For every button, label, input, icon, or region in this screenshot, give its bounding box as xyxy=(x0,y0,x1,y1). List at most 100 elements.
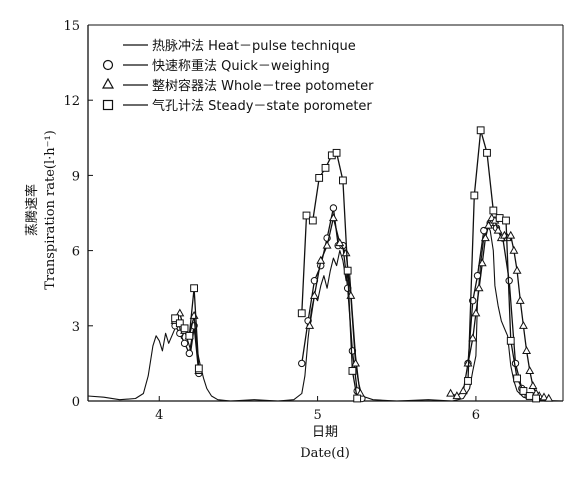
series-circle xyxy=(171,204,532,403)
triangle-marker xyxy=(509,245,519,254)
legend-label-whole-tree: 整树容器法 Whole－tree potometer xyxy=(152,78,374,94)
y-tick-label: 6 xyxy=(72,245,80,260)
triangle-marker xyxy=(322,240,332,249)
series-line xyxy=(87,224,564,402)
legend-item-porometer: 气孔计法 Steady－state porometer xyxy=(102,98,372,114)
legend-label-porometer: 气孔计法 Steady－state porometer xyxy=(152,98,372,114)
square-marker xyxy=(353,394,362,403)
triangle-marker xyxy=(316,255,326,264)
legend-item-whole-tree: 整树容器法 Whole－tree potometer xyxy=(101,77,374,94)
square-marker xyxy=(315,174,324,182)
square-marker xyxy=(519,387,528,395)
legend-square-marker xyxy=(102,99,114,111)
triangle-marker xyxy=(446,388,456,397)
legend-triangle-marker xyxy=(101,77,115,89)
triangle-marker xyxy=(471,308,481,317)
y-tick-label: 12 xyxy=(63,94,80,109)
triangle-marker xyxy=(335,238,345,247)
square-marker xyxy=(185,331,194,340)
square-marker xyxy=(489,206,498,215)
triangle-marker xyxy=(484,220,494,229)
legend-circle-marker xyxy=(102,59,114,71)
triangle-marker xyxy=(477,258,487,267)
chart-marks xyxy=(87,126,564,403)
series-heat-pulse xyxy=(87,224,564,402)
square-marker xyxy=(180,324,189,333)
x-tick-label: 6 xyxy=(472,408,480,423)
series-line xyxy=(467,129,537,400)
triangle-marker xyxy=(544,393,554,402)
triangle-marker xyxy=(468,333,478,342)
x-tick-label: 4 xyxy=(155,408,163,423)
square-marker xyxy=(470,191,479,200)
series-line xyxy=(450,217,549,400)
square-marker xyxy=(171,314,179,323)
triangle-marker xyxy=(305,320,315,329)
x-axis-title-en: Date(d) xyxy=(300,446,350,461)
square-marker xyxy=(343,266,352,275)
series-triangle xyxy=(170,213,554,402)
y-axis-title-cn: 蒸腾速率 xyxy=(24,184,40,236)
square-marker xyxy=(194,364,203,373)
square-marker xyxy=(502,216,510,225)
circle-marker xyxy=(298,359,306,368)
square-marker xyxy=(321,163,330,172)
circle-marker xyxy=(505,276,513,285)
square-marker xyxy=(190,284,198,293)
legend: 热脉冲法 Heat－pulse technique 快速称重法 Quick－we… xyxy=(101,39,374,114)
triangle-marker xyxy=(351,358,361,367)
triangle-marker xyxy=(309,290,319,299)
legend-label-quick-weighing: 快速称重法 Quick－weighing xyxy=(152,58,330,74)
square-marker xyxy=(175,319,184,328)
triangle-marker xyxy=(480,233,490,242)
square-marker xyxy=(332,148,341,157)
circle-marker xyxy=(473,271,482,280)
triangle-marker xyxy=(328,213,338,222)
triangle-marker xyxy=(515,295,525,304)
square-marker xyxy=(308,216,317,225)
y-tick-label: 9 xyxy=(72,169,80,184)
legend-item-quick-weighing: 快速称重法 Quick－weighing xyxy=(102,58,330,74)
triangle-marker xyxy=(474,283,484,292)
square-marker xyxy=(339,176,347,185)
triangle-marker xyxy=(506,230,516,239)
triangle-marker xyxy=(458,386,468,395)
square-marker xyxy=(476,126,485,135)
y-axis-title-en: Transpiration rate(l·h⁻¹) xyxy=(43,130,58,290)
circle-marker xyxy=(185,349,194,358)
triangle-marker xyxy=(452,391,462,400)
series-square xyxy=(171,126,540,403)
plot-frame xyxy=(87,24,564,402)
square-marker xyxy=(464,377,472,385)
x-axis-title-cn: 日期 xyxy=(312,425,338,440)
series-line xyxy=(309,217,361,394)
triangle-marker xyxy=(518,320,528,329)
y-tick-label: 15 xyxy=(63,19,80,34)
square-marker xyxy=(506,336,515,345)
y-tick-label: 0 xyxy=(72,395,80,410)
square-marker xyxy=(483,148,491,157)
x-axis-title: 日期 Date(d) xyxy=(300,425,350,461)
circle-marker xyxy=(329,204,338,212)
square-marker xyxy=(513,374,521,383)
tick-labels: 0 3 6 9 12 15 4 5 6 xyxy=(63,19,480,423)
triangle-marker xyxy=(528,381,538,390)
y-tick-label: 3 xyxy=(72,320,80,335)
square-marker xyxy=(297,309,306,318)
y-axis-title: 蒸腾速率 Transpiration rate(l·h⁻¹) xyxy=(24,130,58,290)
circle-marker xyxy=(180,339,189,348)
square-marker xyxy=(348,367,357,375)
square-marker xyxy=(532,394,540,403)
triangle-marker xyxy=(525,366,535,375)
x-tick-label: 5 xyxy=(313,408,321,423)
square-marker xyxy=(525,392,534,400)
triangle-marker xyxy=(493,225,503,234)
legend-label-heat-pulse: 热脉冲法 Heat－pulse technique xyxy=(152,39,356,54)
triangle-marker xyxy=(175,308,185,317)
triangle-marker xyxy=(539,392,549,401)
square-marker xyxy=(495,214,504,222)
triangle-marker xyxy=(522,346,532,354)
triangle-marker xyxy=(512,265,522,274)
legend-item-heat-pulse: 热脉冲法 Heat－pulse technique xyxy=(123,39,356,54)
